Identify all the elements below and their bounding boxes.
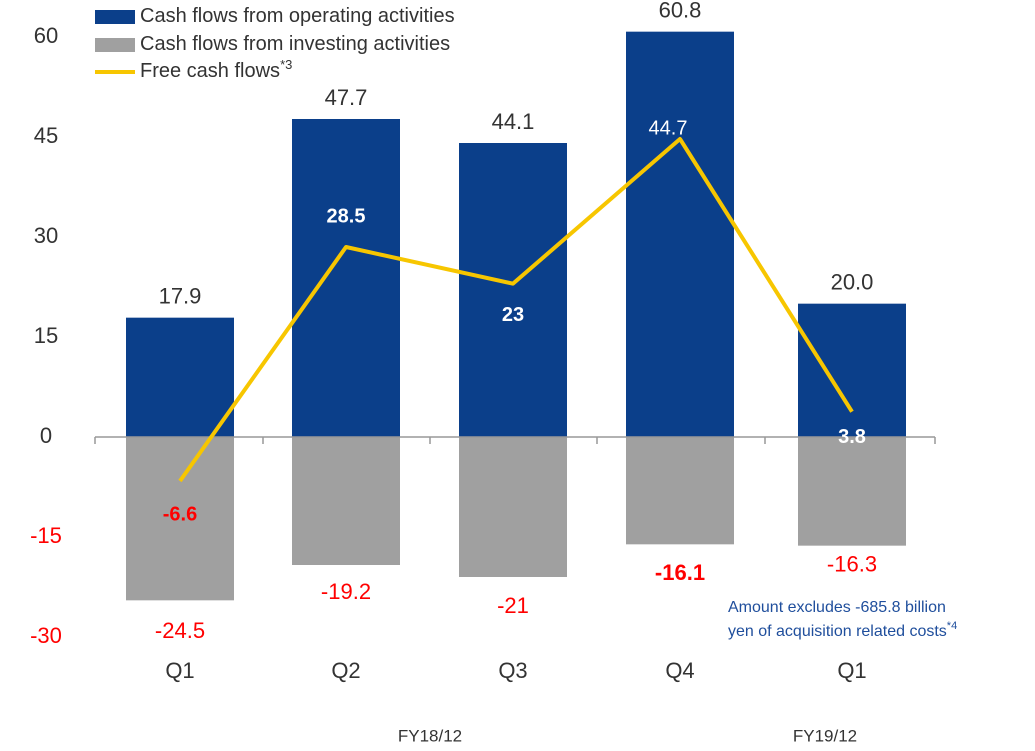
data-label: 3.8: [838, 426, 866, 448]
bar: [459, 437, 567, 577]
legend-swatch: [95, 38, 135, 52]
y-tick-label: 30: [34, 223, 58, 248]
bar: [459, 143, 567, 437]
legend-swatch: [95, 10, 135, 24]
legend-note: *3: [280, 57, 292, 72]
x-tick-label: Q1: [837, 658, 866, 683]
bar: [626, 31, 734, 438]
x-tick-label: Q3: [498, 658, 527, 683]
bar: [292, 119, 400, 437]
data-label: 47.7: [325, 85, 368, 110]
annotation-text: Amount excludes -685.8 billion: [728, 599, 946, 616]
data-label: 28.5: [327, 205, 366, 227]
data-label: -16.3: [827, 551, 877, 576]
legend-label: Free cash flows*3: [140, 57, 292, 82]
y-tick-label: 15: [34, 323, 58, 348]
bar: [126, 317, 234, 437]
data-label: -16.1: [655, 560, 705, 585]
annotation-note: *4: [947, 620, 957, 632]
data-label: 17.9: [159, 283, 202, 308]
legend-label: Cash flows from investing activities: [140, 33, 450, 55]
y-tick-label: -15: [30, 523, 62, 548]
bar: [626, 437, 734, 545]
bar: [798, 303, 906, 437]
group-label: FY18/12: [398, 726, 462, 745]
annotation: Amount excludes -685.8 billion: [728, 599, 946, 616]
legend-label: Cash flows from operating activities: [140, 5, 455, 27]
legend-text: Free cash flows: [140, 60, 280, 82]
data-label: -6.6: [163, 503, 197, 525]
data-label: 23: [502, 304, 524, 326]
x-tick-label: Q1: [165, 658, 194, 683]
data-label: -24.5: [155, 618, 205, 643]
legend-text: Cash flows from operating activities: [140, 5, 455, 27]
y-tick-label: 60: [34, 23, 58, 48]
legend-text: Cash flows from investing activities: [140, 33, 450, 55]
data-label: -19.2: [321, 579, 371, 604]
bar: [798, 437, 906, 546]
data-label: 60.8: [659, 0, 702, 22]
y-tick-label: -30: [30, 623, 62, 648]
data-label: 44.7: [649, 117, 688, 139]
x-tick-label: Q2: [331, 658, 360, 683]
line: [178, 137, 854, 483]
data-label: 44.1: [492, 109, 535, 134]
bar: [292, 437, 400, 565]
x-tick-label: Q4: [665, 658, 694, 683]
bar: [126, 437, 234, 601]
data-label: -21: [497, 593, 529, 618]
y-tick-label: 45: [34, 123, 58, 148]
y-tick-label: 0: [40, 423, 52, 448]
group-label: FY19/12: [793, 726, 857, 745]
annotation: yen of acquisition related costs*4: [728, 620, 957, 640]
annotation-text: yen of acquisition related costs: [728, 623, 947, 640]
data-label: 20.0: [831, 269, 874, 294]
